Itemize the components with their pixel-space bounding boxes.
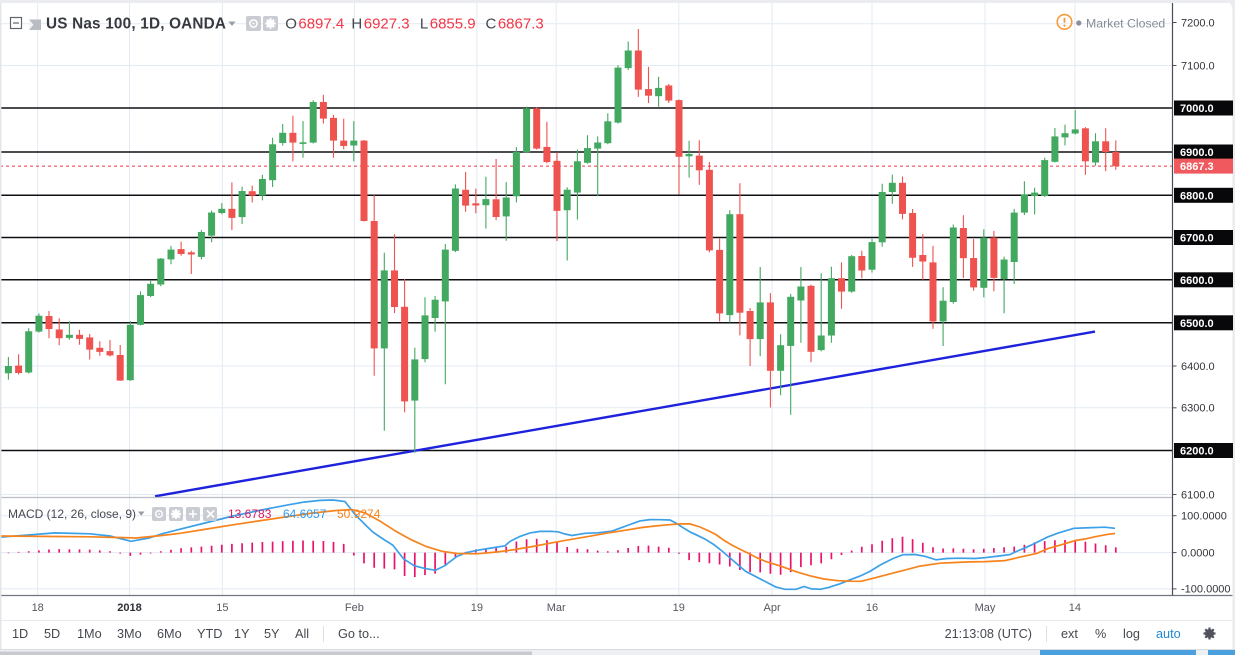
svg-text:6400.0: 6400.0 [1181, 361, 1215, 373]
svg-text:100.0000: 100.0000 [1181, 511, 1227, 523]
svg-text:-100.0000: -100.0000 [1181, 584, 1231, 596]
svg-text:6700.0: 6700.0 [1180, 233, 1214, 245]
svg-text:19: 19 [471, 602, 483, 614]
svg-text:6500.0: 6500.0 [1180, 318, 1214, 330]
svg-text:1D: 1D [12, 627, 28, 641]
svg-text:ext: ext [1061, 627, 1078, 641]
svg-text:13.6783: 13.6783 [228, 507, 272, 521]
svg-text:6800.0: 6800.0 [1180, 190, 1214, 202]
svg-text:Mar: Mar [547, 602, 566, 614]
svg-text:6Mo: 6Mo [157, 627, 182, 641]
svg-text:US Nas 100, 1D, OANDA: US Nas 100, 1D, OANDA [46, 16, 226, 33]
svg-text:19: 19 [673, 602, 685, 614]
svg-text:Apr: Apr [764, 602, 781, 614]
svg-text:6300.0: 6300.0 [1181, 403, 1215, 415]
svg-text:%: % [1095, 627, 1106, 641]
svg-text:16: 16 [866, 602, 878, 614]
svg-text:1Y: 1Y [234, 627, 250, 641]
svg-text:7100.0: 7100.0 [1181, 60, 1215, 72]
svg-text:6900.0: 6900.0 [1180, 147, 1214, 159]
svg-text:7000.0: 7000.0 [1180, 103, 1214, 115]
svg-text:Feb: Feb [345, 602, 364, 614]
svg-text:21:13:08 (UTC): 21:13:08 (UTC) [945, 627, 1032, 641]
svg-text:Market Closed: Market Closed [1086, 17, 1165, 31]
svg-text:14: 14 [1069, 602, 1081, 614]
svg-text:log: log [1123, 627, 1140, 641]
svg-text:6867.3: 6867.3 [1180, 161, 1214, 173]
svg-text:6600.0: 6600.0 [1180, 275, 1214, 287]
svg-text:0.0000: 0.0000 [1181, 547, 1215, 559]
svg-text:64.6057: 64.6057 [283, 507, 327, 521]
svg-text:50.9274: 50.9274 [337, 507, 381, 521]
svg-text:2018: 2018 [117, 602, 141, 614]
svg-text:15: 15 [216, 602, 228, 614]
svg-text:YTD: YTD [197, 627, 222, 641]
svg-text:18: 18 [32, 602, 44, 614]
svg-text:All: All [295, 627, 309, 641]
svg-text:Go to...: Go to... [338, 627, 380, 641]
svg-text:5D: 5D [44, 627, 60, 641]
svg-text:6100.0: 6100.0 [1181, 489, 1215, 501]
svg-text:MACD (12, 26, close, 9): MACD (12, 26, close, 9) [8, 507, 136, 521]
svg-text:7200.0: 7200.0 [1181, 17, 1215, 29]
svg-text:5Y: 5Y [264, 627, 280, 641]
svg-text:6200.0: 6200.0 [1180, 446, 1214, 458]
svg-text:3Mo: 3Mo [117, 627, 142, 641]
svg-text:May: May [975, 602, 996, 614]
svg-text:1Mo: 1Mo [77, 627, 102, 641]
svg-text:auto: auto [1156, 627, 1181, 641]
